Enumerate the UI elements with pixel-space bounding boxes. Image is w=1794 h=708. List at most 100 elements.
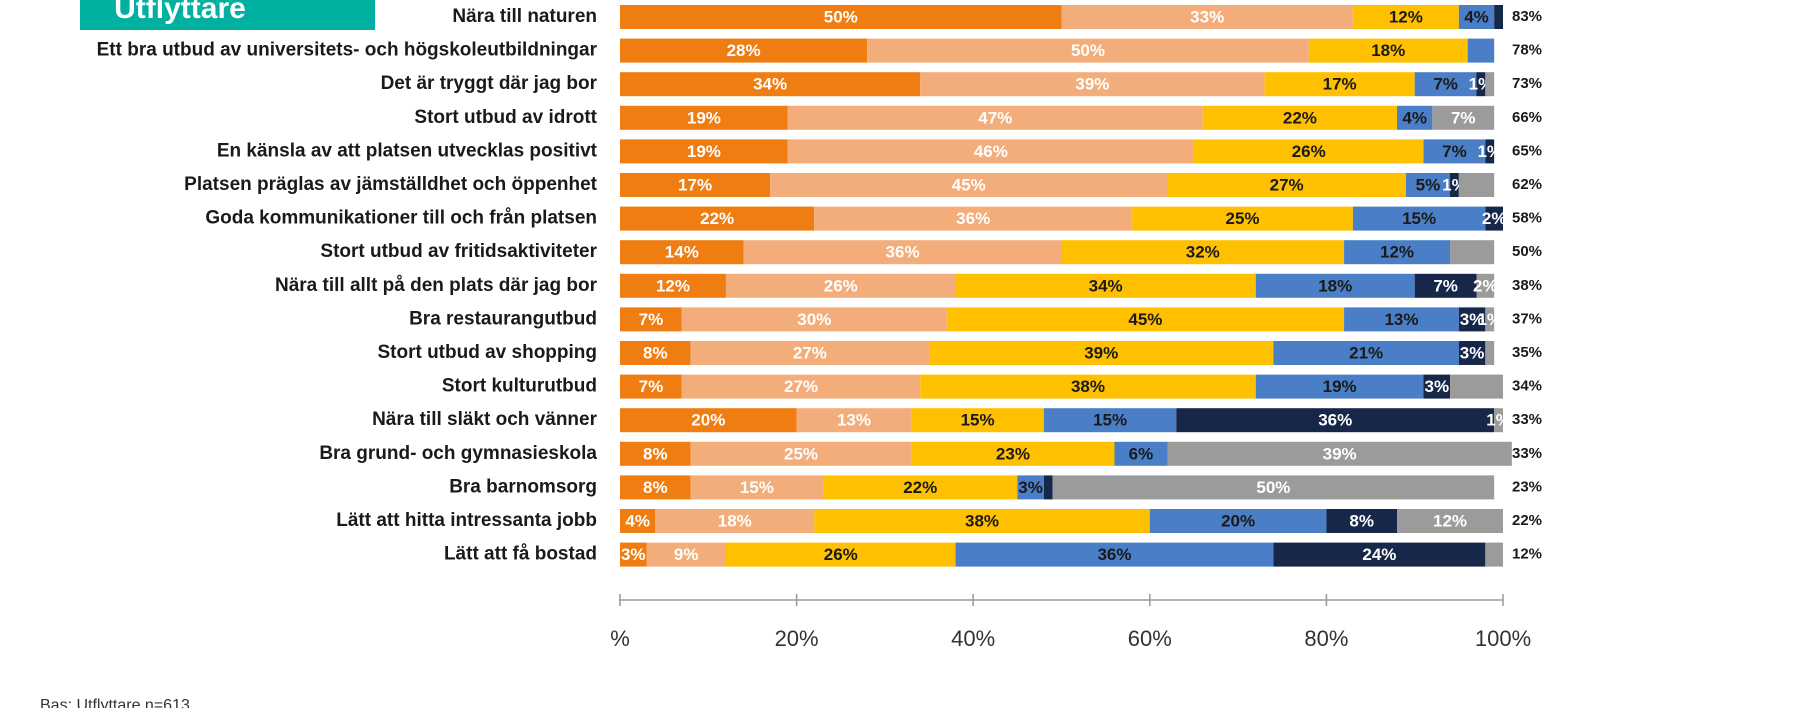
x-tick-label: 100% [1475,626,1531,651]
bar-segment [681,307,947,332]
bar-segment [1397,509,1503,533]
value-label: 4% [1464,7,1489,26]
value-label: 47% [978,108,1012,127]
x-tick-label: % [610,626,630,651]
footnote: Bas: Utflyttare n=613 [40,697,190,708]
bar-segment [620,139,788,164]
value-label: 18% [718,511,752,530]
bar-segment [1114,441,1168,466]
value-label: 13% [1384,310,1418,329]
total-label: 12% [1512,546,1542,563]
bar-segment [1450,374,1503,399]
value-label: 14% [665,243,699,262]
bar-segment [796,408,912,433]
value-label: 12% [1380,243,1414,262]
bar-segment [1167,173,1406,197]
bar-segment [620,475,691,500]
category-label: Platsen präglas av jämställdhet och öppe… [184,174,598,195]
value-label: 26% [824,276,858,295]
bar-segment [620,240,744,265]
value-label: 17% [1323,75,1357,94]
value-label: 8% [643,343,668,362]
bar-segment [1414,273,1477,298]
value-label: 18% [1371,41,1405,60]
category-label: Nära till släkt och vänner [372,409,598,430]
value-label: 6% [1129,444,1154,463]
total-label: 37% [1512,310,1542,327]
value-label: 24% [1362,545,1396,564]
bar-segment [1352,206,1486,231]
bar-segment [620,408,797,433]
total-label: 33% [1512,445,1542,462]
bar-segment [1450,240,1495,265]
total-label: 83% [1512,8,1542,25]
bar-segment [787,139,1194,164]
bar-segment [770,173,1168,197]
bar-segment [620,509,656,533]
category-label: Lätt att få bostad [444,544,597,565]
value-label: 36% [1318,411,1352,430]
bar-segment [946,307,1345,332]
bar-segment [1458,173,1495,197]
bar-segment [1485,139,1495,164]
value-label: 12% [656,276,690,295]
bar-segment [1061,5,1353,29]
total-label: 38% [1512,277,1542,294]
category-label: Bra restaurangutbud [409,308,597,329]
value-label: 19% [1323,377,1357,396]
value-label: 19% [687,142,721,161]
x-tick-label: 60% [1128,626,1172,651]
bar-segment [690,475,824,500]
x-tick-label: 80% [1304,626,1348,651]
bar-segment [1458,307,1486,332]
category-label: Bra grund- och gymnasieskola [319,443,597,464]
value-label: 45% [1128,310,1162,329]
value-label: 39% [1323,444,1357,463]
bar-segment [1458,341,1486,365]
bar-segment [1485,72,1495,97]
total-label: 50% [1512,243,1542,260]
value-label: 3% [1460,310,1485,329]
value-label: 27% [784,377,818,396]
bar-segment [920,374,1256,399]
bar-segment [1405,173,1451,197]
bar-segment [1432,105,1495,130]
category-label: Stort utbud av idrott [414,107,597,128]
value-label: 45% [952,175,986,194]
bar-segment [1397,105,1433,130]
bar-segment [1494,408,1503,433]
value-label: 34% [1089,276,1123,295]
value-label: 23% [996,444,1030,463]
total-label: 35% [1512,344,1542,361]
bar-segment [1255,374,1424,399]
total-label: 34% [1512,378,1542,395]
value-label: 27% [793,343,827,362]
bar-segment [1423,139,1486,164]
bar-segment [1450,173,1459,197]
bar-segment [1017,475,1044,500]
value-label: 3% [1424,377,1449,396]
total-label: 22% [1512,512,1542,529]
category-label: Nära till allt på den plats där jag bor [275,275,598,296]
total-label: 78% [1512,42,1542,59]
bar-segment [814,206,1133,231]
bar-segment [1485,542,1503,567]
value-label: 18% [1318,276,1352,295]
bar-segment [1193,139,1424,164]
value-label: 36% [886,243,920,262]
category-label: Goda kommunikationer till och från plats… [205,208,597,229]
value-label: 26% [824,545,858,564]
bar-segment [690,441,912,466]
value-label: 15% [1402,209,1436,228]
value-label: 50% [1256,478,1290,497]
bar-segment [1308,38,1468,63]
bar-segment [620,72,921,97]
bar-segment [646,542,726,567]
bar-segment [867,38,1309,63]
value-label: 22% [1283,108,1317,127]
value-label: 39% [1084,343,1118,362]
bar-segment [743,240,1062,265]
bar-segment [620,206,815,231]
bar-segment [1352,5,1459,29]
